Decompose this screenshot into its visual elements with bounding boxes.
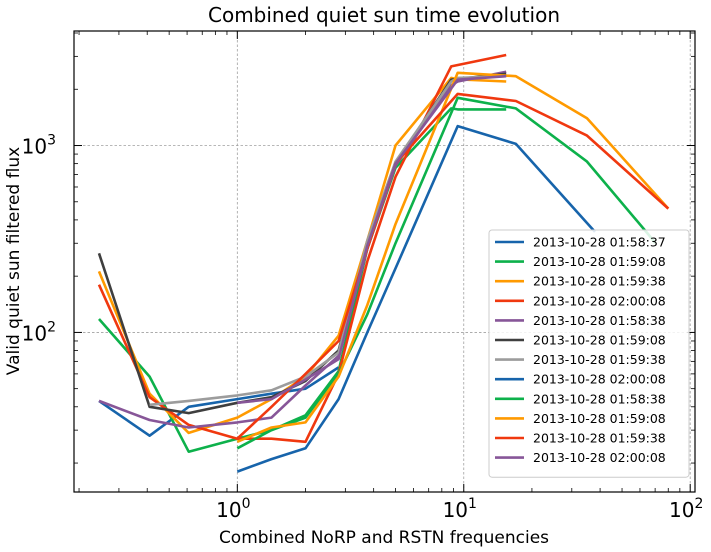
y-axis-label: Valid quiet sun filtered flux [4,147,24,375]
x-axis-label: Combined NoRP and RSTN frequencies [219,528,549,548]
legend-box [488,229,690,478]
plot-frame [73,30,696,493]
legend-label-3: 2013-10-28 01:59:38 [533,274,666,289]
series-lines [97,53,670,473]
y-tick-label-0: 102 [22,319,56,345]
series-line-3 [97,76,507,435]
legend-label-11: 2013-10-28 01:59:38 [533,431,666,446]
legend-label-6: 2013-10-28 01:59:08 [533,333,666,348]
legend-label-9: 2013-10-28 01:58:38 [533,391,666,406]
axis-ticks: 100 101 102 102 103 [22,31,703,522]
legend-label-5: 2013-10-28 01:58:38 [533,313,666,328]
y-tick-label-1: 103 [22,133,56,159]
legend-label-2: 2013-10-28 01:59:08 [533,254,666,269]
chart-title: Combined quiet sun time evolution [208,3,560,27]
series-line-8 [236,124,596,473]
series-line-2 [98,107,507,454]
series-line-10 [236,71,670,443]
legend: 2013-10-28 01:58:37 2013-10-28 01:59:08 20… [488,229,690,478]
series-line-12 [237,74,507,405]
x-tick-label-2: 102 [669,496,703,522]
series-line-9 [236,96,657,450]
series-line-7 [149,74,507,407]
legend-label-10: 2013-10-28 01:59:08 [533,411,666,426]
x-tick-label-1: 101 [443,496,477,522]
legend-label-1: 2013-10-28 01:58:37 [533,235,666,250]
legend-label-7: 2013-10-28 01:59:38 [533,352,666,367]
legend-label-8: 2013-10-28 02:00:08 [533,372,666,387]
x-tick-label-0: 100 [216,496,250,522]
series-line-1 [98,366,340,438]
legend-label-12: 2013-10-28 02:00:08 [533,450,666,465]
legend-label-4: 2013-10-28 02:00:08 [533,293,666,308]
